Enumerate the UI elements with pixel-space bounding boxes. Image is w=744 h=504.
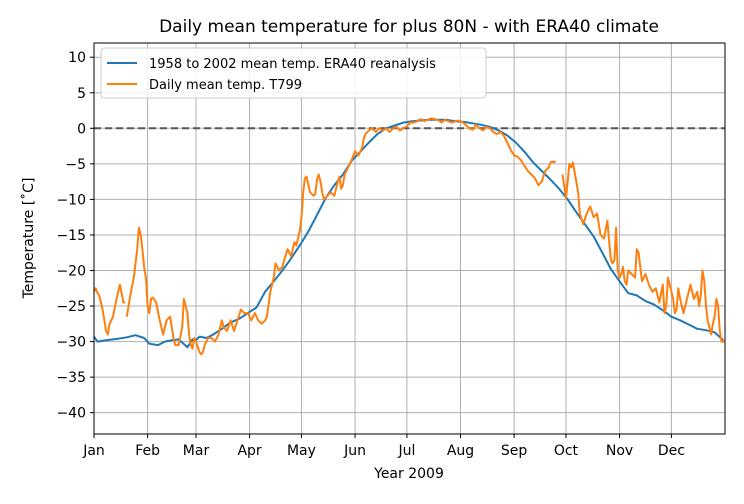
x-tick-label-aug: Aug — [447, 443, 474, 459]
x-tick-label-apr: Apr — [237, 443, 261, 459]
plot-frame — [93, 42, 726, 435]
y-tick-label: −35 — [56, 370, 86, 386]
x-tick-label-may: May — [287, 443, 316, 459]
legend-label-era40: 1958 to 2002 mean temp. ERA40 reanalysis — [149, 57, 436, 72]
legend: 1958 to 2002 mean temp. ERA40 reanalysis… — [100, 47, 487, 99]
y-tick-label: −20 — [56, 263, 86, 279]
x-tick-label-mar: Mar — [183, 443, 210, 459]
y-tick-label: −10 — [56, 192, 86, 208]
t799-daily-line — [125, 117, 557, 356]
y-axis-label: Temperature [˚C] — [20, 178, 37, 300]
x-tick-label-nov: Nov — [606, 443, 633, 459]
t799-daily-line — [93, 283, 126, 336]
y-tick-label: 5 — [77, 86, 86, 102]
x-tick-label-dec: Dec — [658, 443, 685, 459]
x-tick-label-feb: Feb — [135, 443, 160, 459]
y-tick-label: −40 — [56, 406, 86, 422]
x-tick-label-jun: Jun — [343, 443, 366, 459]
x-tick-label-oct: Oct — [554, 443, 579, 459]
y-tick-label: −5 — [65, 157, 86, 173]
legend-label-t799: Daily mean temp. T799 — [149, 78, 302, 93]
chart-title: Daily mean temperature for plus 80N - wi… — [159, 17, 659, 37]
x-tick-label-jul: Jul — [397, 443, 415, 459]
series-layer — [93, 117, 725, 356]
y-tick-label: −30 — [56, 335, 86, 351]
series-t799-daily — [93, 117, 725, 356]
x-axis: Jan Feb Mar Apr May Jun Jul Aug Sep Oct Nov Dec — [82, 434, 685, 459]
y-tick-label: 10 — [68, 50, 86, 66]
y-tick-label: 0 — [77, 121, 86, 137]
y-tick-label: −25 — [56, 299, 86, 315]
x-tick-label-sep: Sep — [501, 443, 528, 459]
y-axis: 10 5 0 −5 −10 −15 −20 −25 −30 −35 −40 — [56, 50, 94, 422]
x-axis-label: Year 2009 — [373, 466, 444, 482]
legend-box — [100, 47, 487, 99]
t799-daily-line — [561, 161, 725, 343]
y-tick-label: −15 — [56, 228, 86, 244]
x-tick-label-jan: Jan — [82, 443, 105, 459]
